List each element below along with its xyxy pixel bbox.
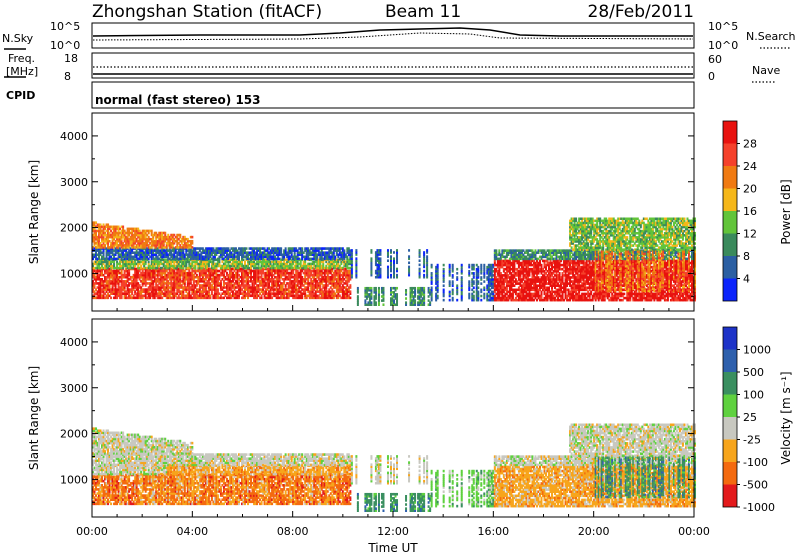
- power-cell: [179, 234, 181, 237]
- nave-tick-top: 60: [708, 53, 722, 66]
- power-cell: [191, 236, 193, 239]
- station-title: Zhongshan Station (fitACF): [92, 2, 322, 22]
- freq-tick-top: 18: [64, 52, 78, 65]
- power-cell: [110, 297, 112, 300]
- cpid-panel: CPID normal (fast stereo) 153: [6, 82, 694, 108]
- nsky-label: N.Sky: [2, 32, 34, 45]
- power-cell: [122, 226, 124, 229]
- nsearch-tick-top: 10^5: [708, 20, 738, 33]
- freq-label: Freq.: [8, 52, 35, 65]
- cpid-label: CPID: [6, 89, 35, 102]
- nsky-panel: N.Sky 10^5 10^0 N.Search 10^5 10^0: [2, 20, 796, 52]
- nsearch-tick-bottom: 10^0: [708, 39, 738, 52]
- power-cell: [164, 232, 166, 235]
- power-cell: [217, 288, 219, 291]
- radar-summary-plot: Zhongshan Station (fitACF) Beam 11 28/Fe…: [0, 0, 800, 554]
- power-cell: [151, 230, 153, 233]
- power-cell: [148, 261, 150, 264]
- nave-tick-bottom: 0: [708, 70, 715, 83]
- cpid-text: normal (fast stereo) 153: [95, 93, 261, 107]
- date-title: 28/Feb/2011: [588, 2, 694, 22]
- nave-label: Nave: [752, 64, 780, 77]
- nsearch-label: N.Search: [746, 30, 796, 43]
- beam-title: Beam 11: [385, 2, 461, 22]
- power-heatmap: [92, 218, 696, 307]
- nsky-tick-bottom: 10^0: [50, 39, 80, 52]
- nsky-tick-top: 10^5: [50, 20, 80, 33]
- freq-tick-bottom: 8: [64, 70, 71, 83]
- power-cell: [191, 240, 193, 243]
- freq-unit: [MHz]: [6, 65, 38, 78]
- freq-panel: Freq. [MHz] 18 8 Nave 60 0: [4, 52, 780, 83]
